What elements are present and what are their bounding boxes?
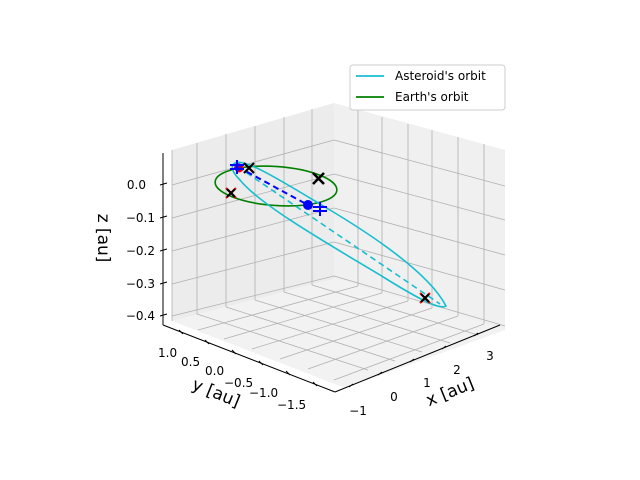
red-x-marker	[225, 187, 237, 199]
x-tick: 3	[486, 349, 494, 363]
black-x-marker	[243, 162, 255, 174]
z-axis-label: z [au]	[93, 214, 113, 263]
y-tick: −0.5	[224, 376, 253, 390]
x-tick: −1	[349, 404, 367, 418]
plot-data	[214, 160, 448, 308]
y-tick: −1.0	[249, 386, 278, 400]
z-tick-labels: 0.0 −0.1 −0.2 −0.3 −0.4	[126, 178, 155, 323]
asteroid-apsidal-line	[237, 166, 441, 305]
z-tick: −0.2	[126, 244, 155, 258]
x-axis-label: x [au]	[423, 374, 477, 411]
x-tick: 1	[423, 376, 431, 390]
x-axis-line	[334, 324, 501, 393]
z-tick: −0.4	[126, 309, 155, 323]
y-tick: 0.5	[181, 355, 200, 369]
blue-plus-marker	[313, 202, 327, 216]
x-tick: 0	[390, 390, 398, 404]
y-tick: −1.5	[277, 398, 306, 412]
legend-item-asteroid: Asteroid's orbit	[356, 69, 486, 83]
blue-plus-marker	[230, 160, 244, 174]
legend-label: Asteroid's orbit	[395, 69, 486, 83]
y-tick-labels: 1.0 0.5 0.0 −0.5 −1.0 −1.5	[158, 346, 306, 412]
red-x-marker	[419, 292, 431, 304]
y-tick: 1.0	[158, 346, 177, 360]
earth-asteroid-line	[237, 166, 309, 206]
legend: Asteroid's orbit Earth's orbit	[349, 64, 506, 111]
earth-orbit	[214, 165, 338, 207]
y-axis-line	[162, 324, 336, 393]
x-tick: 2	[453, 363, 461, 377]
legend-item-earth: Earth's orbit	[356, 90, 469, 104]
legend-label: Earth's orbit	[395, 90, 469, 104]
z-tick: −0.3	[126, 277, 155, 291]
z-tick: 0.0	[127, 178, 146, 192]
y-tick: 0.0	[205, 364, 224, 378]
z-tick: −0.1	[126, 211, 155, 225]
blue-dot-marker	[303, 200, 313, 210]
x-tick-labels: −1 0 1 2 3	[349, 349, 494, 418]
axis-lines	[159, 153, 501, 393]
asteroid-orbit	[231, 161, 448, 308]
black-x-marker	[312, 172, 325, 185]
grid-lines	[171, 109, 506, 381]
axes-panes	[172, 103, 505, 388]
